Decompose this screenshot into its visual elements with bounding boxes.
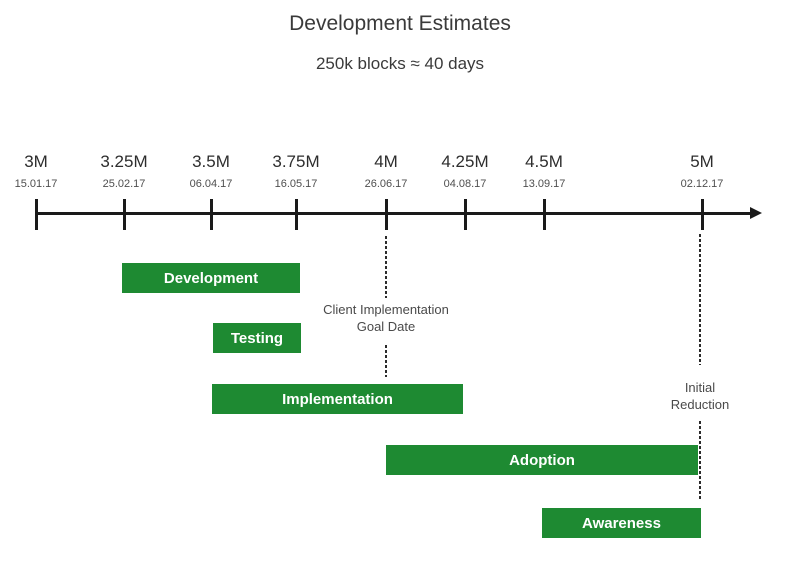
phase-bar-implementation: Implementation: [212, 384, 463, 414]
axis-tick-mark: [701, 199, 704, 230]
phase-bar-adoption: Adoption: [386, 445, 698, 475]
axis-tick-label: 3.25M: [100, 152, 148, 171]
axis-tick-label: 3M: [24, 152, 48, 171]
timeline-arrowhead-icon: [750, 207, 762, 219]
axis-tick-date: 16.05.17: [274, 178, 318, 190]
axis-tick-label: 4.25M: [441, 152, 489, 171]
axis-tick-label: 4M: [374, 152, 398, 171]
phase-bar-label: Development: [163, 269, 259, 287]
axis-tick-date: 02.12.17: [680, 178, 724, 190]
axis-tick-date: 26.06.17: [364, 178, 408, 190]
guide-annotation-line: Goal Date: [356, 319, 416, 334]
guide-annotation-line: Client Implementation: [323, 302, 449, 317]
guide-annotation: Client Implementation Goal Date: [323, 301, 449, 335]
axis-tick-date: 04.08.17: [443, 178, 487, 190]
axis-tick-date: 06.04.17: [189, 178, 233, 190]
axis-tick-label: 5M: [690, 152, 714, 171]
phase-bar-label: Implementation: [282, 390, 393, 408]
axis-tick-mark: [295, 199, 298, 230]
axis-tick-date: 25.02.17: [102, 178, 146, 190]
axis-tick-label: 3.75M: [272, 152, 320, 171]
guide-annotation-line: Initial: [684, 380, 716, 395]
guide-dotted-line: [385, 345, 387, 377]
guide-annotation-line: Reduction: [670, 397, 730, 412]
timeline-axis-line: [36, 212, 750, 215]
axis-tick-date: 15.01.17: [14, 178, 58, 190]
axis-tick-label: 4.5M: [525, 152, 563, 171]
axis-tick-mark: [35, 199, 38, 230]
phase-bar-label: Awareness: [582, 514, 661, 532]
phase-bar-label: Testing: [230, 329, 284, 347]
guide-dotted-line: [699, 234, 701, 365]
axis-tick-label: 3.5M: [192, 152, 230, 171]
axis-tick-mark: [543, 199, 546, 230]
phase-bar-awareness: Awareness: [542, 508, 701, 538]
axis-tick-mark: [385, 199, 388, 230]
diagram-title: Development Estimates: [289, 12, 511, 35]
guide-annotation: Initial Reduction: [671, 379, 730, 413]
phase-bar-label: Adoption: [509, 451, 575, 469]
axis-tick-date: 13.09.17: [522, 178, 566, 190]
guide-dotted-line: [699, 421, 701, 501]
axis-tick-mark: [464, 199, 467, 230]
phase-bar-development: Development: [122, 263, 300, 293]
axis-tick-mark: [210, 199, 213, 230]
guide-dotted-line: [385, 236, 387, 298]
phase-bar-testing: Testing: [213, 323, 301, 353]
diagram-subtitle: 250k blocks ≈ 40 days: [315, 54, 485, 73]
axis-tick-mark: [123, 199, 126, 230]
